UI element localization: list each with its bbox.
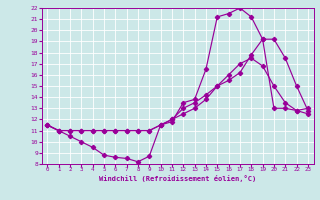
X-axis label: Windchill (Refroidissement éolien,°C): Windchill (Refroidissement éolien,°C) [99,175,256,182]
